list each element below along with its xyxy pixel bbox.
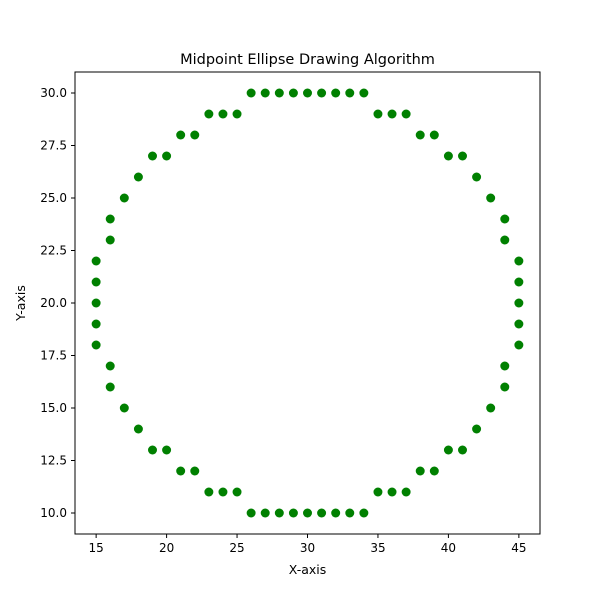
data-point — [260, 508, 270, 518]
y-tick-label: 22.5 — [40, 244, 67, 258]
data-point — [260, 88, 270, 98]
data-point — [458, 445, 467, 455]
data-point — [176, 466, 186, 476]
data-point — [331, 508, 341, 518]
y-axis-label: Y-axis — [13, 285, 28, 322]
data-point — [162, 151, 172, 161]
data-point — [401, 109, 411, 119]
data-point — [500, 235, 510, 245]
data-point — [148, 151, 157, 161]
data-point — [176, 130, 186, 140]
data-point — [514, 277, 524, 287]
data-point — [500, 214, 510, 224]
data-point — [443, 445, 453, 455]
data-point — [91, 319, 101, 329]
data-point — [429, 130, 439, 140]
plot-frame — [74, 71, 541, 535]
y-tick-label: 30.0 — [40, 86, 67, 100]
y-tick-label: 17.5 — [40, 349, 67, 363]
data-point — [514, 298, 524, 308]
data-point — [514, 319, 524, 329]
data-point — [162, 445, 172, 455]
data-point — [105, 214, 115, 224]
data-point — [345, 508, 355, 518]
data-point — [204, 109, 214, 119]
y-tick-label: 10.0 — [40, 506, 67, 520]
data-point — [317, 88, 327, 98]
data-point — [119, 193, 129, 203]
data-point — [232, 109, 242, 119]
x-tick-label: 15 — [88, 541, 103, 555]
x-tick-label: 25 — [229, 541, 244, 555]
data-point — [514, 340, 524, 350]
data-point — [105, 235, 115, 245]
data-point — [443, 151, 453, 161]
data-point — [190, 130, 200, 140]
data-point — [274, 88, 284, 98]
data-point — [415, 130, 425, 140]
x-tick-label: 20 — [159, 541, 174, 555]
data-point — [500, 382, 510, 392]
y-tick-label: 12.5 — [40, 454, 67, 468]
x-tick-label: 30 — [300, 541, 315, 555]
data-point — [401, 487, 411, 497]
x-axis-label: X-axis — [289, 562, 327, 577]
data-point — [91, 340, 101, 350]
x-tick-label: 35 — [370, 541, 385, 555]
x-tick-label: 45 — [511, 541, 526, 555]
y-tick-label: 27.5 — [40, 139, 67, 153]
data-point — [303, 508, 312, 518]
y-axis-ticks: 10.0 12.5 15.0 17.5 20.0 22.5 25.0 27.5 30.0 — [40, 86, 75, 520]
x-tick-label: 40 — [441, 541, 456, 555]
data-point — [133, 172, 143, 182]
data-point — [500, 361, 510, 371]
data-point — [91, 256, 101, 266]
data-point — [105, 361, 115, 371]
data-point — [486, 403, 496, 413]
data-point — [246, 88, 256, 98]
data-point — [373, 109, 383, 119]
data-point — [429, 466, 439, 476]
data-point — [472, 424, 482, 434]
x-axis-ticks: 15 20 25 30 35 40 45 — [88, 534, 527, 555]
data-point — [472, 172, 482, 182]
data-point — [359, 508, 369, 518]
data-point — [91, 298, 101, 308]
data-point — [317, 508, 327, 518]
data-point — [218, 487, 228, 497]
data-point — [105, 382, 115, 392]
data-point — [246, 508, 256, 518]
data-point — [288, 508, 298, 518]
data-point — [232, 487, 242, 497]
data-point — [148, 445, 157, 455]
data-point — [345, 88, 355, 98]
data-point — [190, 466, 200, 476]
data-point — [458, 151, 467, 161]
data-point — [415, 466, 425, 476]
data-point — [359, 88, 369, 98]
data-point — [218, 109, 228, 119]
data-point — [387, 109, 397, 119]
data-point — [373, 487, 383, 497]
chart-title: Midpoint Ellipse Drawing Algorithm — [180, 52, 435, 68]
data-point — [331, 88, 341, 98]
data-point — [274, 508, 284, 518]
data-point — [486, 193, 496, 203]
data-point — [133, 424, 143, 434]
y-tick-label: 20.0 — [40, 296, 67, 310]
data-point — [119, 403, 129, 413]
plot-area — [91, 88, 524, 518]
y-tick-label: 25.0 — [40, 191, 67, 205]
y-tick-label: 15.0 — [40, 401, 67, 415]
data-point — [91, 277, 101, 287]
data-point — [204, 487, 214, 497]
data-point — [514, 256, 524, 266]
data-point — [288, 88, 298, 98]
data-point — [387, 487, 397, 497]
data-point — [303, 88, 312, 98]
